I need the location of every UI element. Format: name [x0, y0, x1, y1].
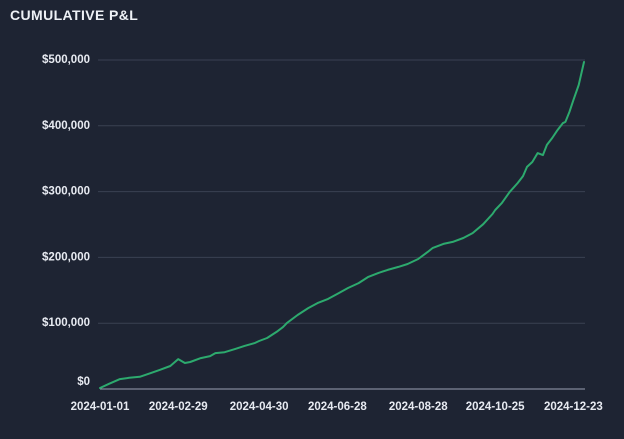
chart-title: CUMULATIVE P&L: [10, 7, 139, 23]
x-axis-tick-label: 2024-08-28: [389, 401, 448, 413]
pnl-series-line[interactable]: [99, 61, 585, 389]
y-axis-tick-label: $100,000: [42, 317, 90, 329]
x-axis-tick-label: 2024-10-25: [466, 401, 525, 413]
y-axis-tick-label: $400,000: [42, 120, 90, 132]
y-axis-tick-label: $200,000: [42, 251, 90, 263]
x-axis-tick-label: 2024-12-23: [544, 401, 603, 413]
y-axis-tick-label: $300,000: [42, 186, 90, 198]
x-axis-tick-label: 2024-02-29: [149, 401, 208, 413]
x-axis-tick-label: 2024-04-30: [230, 401, 289, 413]
x-axis-tick-label: 2024-01-01: [71, 401, 130, 413]
y-axis-tick-label: $0: [77, 376, 90, 388]
x-axis-tick-label: 2024-06-28: [308, 401, 367, 413]
y-axis-tick-label: $500,000: [42, 54, 90, 66]
